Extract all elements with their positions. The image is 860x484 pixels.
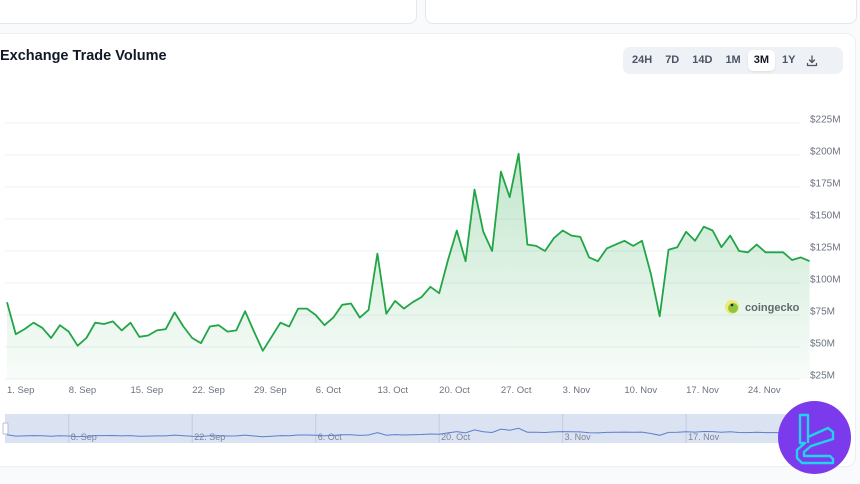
x-axis-label: 1. Sep <box>7 385 34 396</box>
top-left-card <box>0 0 417 24</box>
range-button-1y[interactable]: 1Y <box>782 54 796 66</box>
x-axis-label: 27. Oct <box>501 385 532 396</box>
coingecko-watermark: coingecko <box>725 300 800 314</box>
x-axis-label: 3. Nov <box>563 385 591 396</box>
y-axis-label: $200M <box>810 147 841 158</box>
y-axis-label: $225M <box>810 115 841 126</box>
tc-logo-icon <box>778 401 851 474</box>
navigator-label: 8. Sep <box>71 432 97 442</box>
x-axis-label: 29. Sep <box>254 385 287 396</box>
navigator-label: 6. Oct <box>318 432 343 442</box>
volume-area <box>7 153 810 379</box>
y-axis-label: $100M <box>810 275 841 286</box>
x-axis-label: 10. Nov <box>624 385 657 396</box>
navigator-handle-left[interactable] <box>2 422 9 435</box>
y-axis-label: $50M <box>810 339 835 350</box>
volume-line[interactable] <box>6 152 810 352</box>
x-axis-label: 15. Sep <box>130 385 163 396</box>
y-axis-label: $75M <box>810 307 835 318</box>
download-icon[interactable] <box>802 50 822 71</box>
navigator-label: 20. Oct <box>441 432 471 442</box>
svg-text:coingecko: coingecko <box>745 302 800 314</box>
x-axis-label: 17. Nov <box>686 385 719 396</box>
navigator-label: 17. Nov <box>688 432 720 442</box>
y-axis-label: $175M <box>810 179 841 190</box>
range-navigator[interactable]: 8. Sep 22. Sep 6. Oct 20. Oct 3. Nov 17. Nov <box>2 414 810 443</box>
chart-title: Exchange Trade Volume <box>0 48 167 64</box>
range-button-7d[interactable]: 7D <box>665 54 680 66</box>
range-selector: 24H 7D 14D 1M 3M 1Y <box>623 47 843 74</box>
range-button-1m[interactable]: 1M <box>725 54 741 66</box>
top-right-card <box>425 0 857 24</box>
range-button-14d[interactable]: 14D <box>692 54 713 66</box>
x-axis-label: 6. Oct <box>316 385 342 396</box>
y-axis-label: $125M <box>810 243 841 254</box>
x-axis-label: 22. Sep <box>192 385 225 396</box>
x-axis-label: 13. Oct <box>377 385 408 396</box>
range-button-24h[interactable]: 24H <box>632 54 653 66</box>
y-axis-label: $25M <box>810 371 835 382</box>
y-axis-label: $150M <box>810 211 841 222</box>
x-axis-label: 8. Sep <box>69 385 96 396</box>
x-axis-label: 20. Oct <box>439 385 470 396</box>
navigator-label: 3. Nov <box>565 432 592 442</box>
range-button-3m[interactable]: 3M <box>747 50 775 71</box>
x-axis-label: 24. Nov <box>748 385 781 396</box>
navigator-label: 22. Sep <box>194 432 225 442</box>
